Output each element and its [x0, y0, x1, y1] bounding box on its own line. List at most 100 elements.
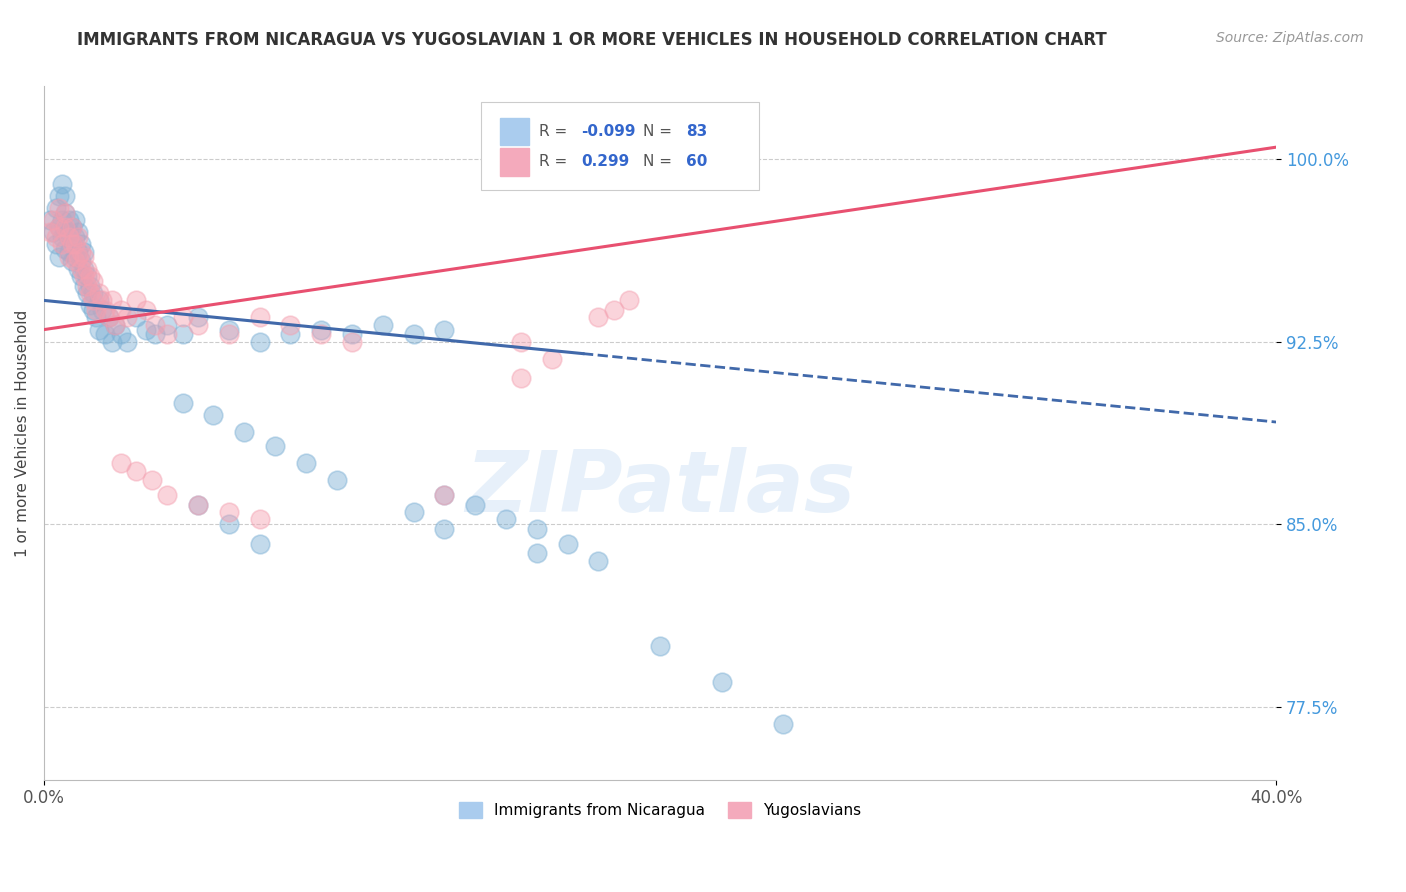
- Point: [135, 323, 157, 337]
- Point: [143, 327, 166, 342]
- Point: [309, 327, 332, 342]
- Point: [115, 334, 138, 349]
- Point: [187, 498, 209, 512]
- Point: [588, 554, 610, 568]
- Point: [309, 323, 332, 337]
- Text: R =: R =: [540, 154, 572, 169]
- Point: [172, 395, 194, 409]
- Point: [48, 189, 70, 203]
- Point: [66, 261, 89, 276]
- Point: [89, 293, 111, 308]
- Point: [73, 250, 96, 264]
- Point: [89, 323, 111, 337]
- Point: [264, 439, 287, 453]
- Point: [100, 334, 122, 349]
- Point: [82, 286, 104, 301]
- Point: [218, 327, 240, 342]
- Point: [249, 310, 271, 325]
- Text: IMMIGRANTS FROM NICARAGUA VS YUGOSLAVIAN 1 OR MORE VEHICLES IN HOUSEHOLD CORRELA: IMMIGRANTS FROM NICARAGUA VS YUGOSLAVIAN…: [77, 31, 1107, 49]
- Point: [619, 293, 641, 308]
- Point: [82, 303, 104, 318]
- Point: [70, 254, 93, 268]
- Point: [79, 286, 101, 301]
- Point: [48, 220, 70, 235]
- Text: 0.299: 0.299: [581, 154, 630, 169]
- Point: [58, 244, 80, 259]
- Point: [135, 303, 157, 318]
- Point: [60, 254, 83, 268]
- Point: [39, 225, 62, 239]
- Point: [218, 505, 240, 519]
- Point: [218, 517, 240, 532]
- Point: [94, 303, 117, 318]
- FancyBboxPatch shape: [481, 102, 759, 190]
- Point: [76, 278, 98, 293]
- Point: [82, 274, 104, 288]
- Point: [526, 546, 548, 560]
- Point: [76, 286, 98, 301]
- Text: -0.099: -0.099: [581, 124, 636, 139]
- Point: [79, 269, 101, 284]
- Point: [63, 237, 86, 252]
- Point: [141, 474, 163, 488]
- Point: [84, 303, 107, 318]
- Point: [340, 334, 363, 349]
- Point: [325, 474, 347, 488]
- Point: [433, 522, 456, 536]
- Point: [48, 220, 70, 235]
- Point: [76, 261, 98, 276]
- Point: [73, 244, 96, 259]
- Point: [55, 189, 77, 203]
- Point: [42, 213, 65, 227]
- Point: [55, 243, 77, 257]
- Point: [66, 230, 89, 244]
- Point: [84, 310, 107, 325]
- Point: [73, 278, 96, 293]
- Point: [51, 213, 73, 227]
- Point: [100, 293, 122, 308]
- Text: N =: N =: [643, 154, 676, 169]
- Point: [51, 237, 73, 252]
- Point: [51, 177, 73, 191]
- Point: [464, 498, 486, 512]
- Point: [371, 318, 394, 332]
- Point: [58, 230, 80, 244]
- Point: [55, 225, 77, 239]
- Point: [79, 278, 101, 293]
- Point: [125, 310, 148, 325]
- Point: [94, 327, 117, 342]
- Point: [60, 237, 83, 252]
- Text: Source: ZipAtlas.com: Source: ZipAtlas.com: [1216, 31, 1364, 45]
- Point: [58, 225, 80, 239]
- Point: [104, 318, 127, 332]
- Point: [125, 464, 148, 478]
- Point: [76, 269, 98, 284]
- Point: [402, 505, 425, 519]
- Point: [104, 318, 127, 332]
- Point: [433, 323, 456, 337]
- Point: [73, 261, 96, 276]
- Point: [79, 298, 101, 312]
- Point: [143, 318, 166, 332]
- Point: [51, 230, 73, 244]
- Point: [172, 310, 194, 325]
- Point: [202, 408, 225, 422]
- Point: [233, 425, 256, 439]
- Point: [156, 488, 179, 502]
- Point: [60, 220, 83, 235]
- Point: [172, 327, 194, 342]
- Point: [218, 323, 240, 337]
- Point: [710, 675, 733, 690]
- Point: [187, 498, 209, 512]
- Point: [541, 351, 564, 366]
- Point: [433, 488, 456, 502]
- Point: [48, 250, 70, 264]
- Point: [648, 639, 671, 653]
- Text: R =: R =: [540, 124, 572, 139]
- Point: [495, 512, 517, 526]
- Point: [39, 213, 62, 227]
- Point: [63, 254, 86, 268]
- Point: [66, 244, 89, 259]
- Point: [340, 327, 363, 342]
- Point: [55, 206, 77, 220]
